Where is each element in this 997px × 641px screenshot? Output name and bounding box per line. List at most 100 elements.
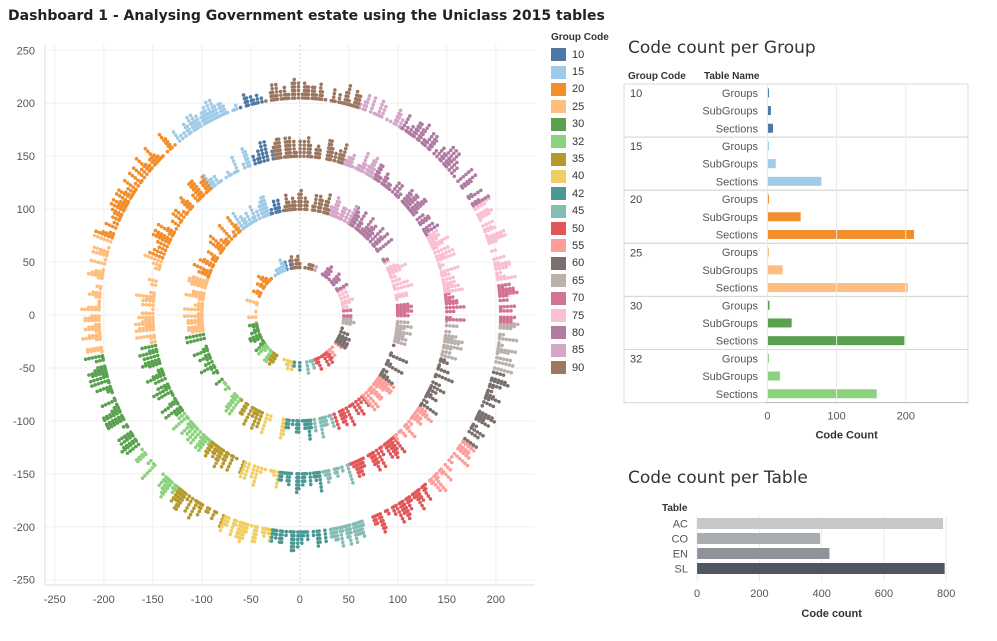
data-point (357, 397, 361, 402)
bar-sl[interactable] (697, 563, 945, 574)
bar-10-sections[interactable] (767, 123, 773, 133)
legend-item-70[interactable]: 70 (547, 289, 609, 306)
data-point (442, 358, 447, 362)
data-point (225, 170, 230, 175)
bar-20-subgroups[interactable] (767, 212, 801, 222)
data-point (381, 452, 386, 457)
data-point (268, 417, 272, 422)
bar-25-subgroups[interactable] (767, 265, 783, 275)
bar-30-sections[interactable] (767, 336, 905, 346)
data-point (426, 214, 430, 219)
data-point (151, 327, 156, 332)
data-point (414, 193, 419, 198)
data-point (405, 194, 409, 198)
radial-scatter-chart[interactable]: -250 -200 -150 -100 -50 0 50 100 150 200250200150… (0, 30, 545, 630)
data-point (185, 340, 190, 345)
data-point (203, 453, 208, 458)
legend-item-45[interactable]: 45 (547, 203, 609, 220)
legend-item-32[interactable]: 32 (547, 133, 609, 150)
data-point (93, 318, 98, 323)
data-point (295, 254, 300, 259)
legend-item-90[interactable]: 90 (547, 359, 609, 376)
data-point (404, 331, 409, 336)
bar-30-subgroups[interactable] (767, 318, 792, 328)
data-point (497, 360, 502, 365)
bar-15-subgroups[interactable] (767, 159, 776, 169)
legend-item-60[interactable]: 60 (547, 255, 609, 272)
bar-25-groups[interactable] (767, 247, 769, 257)
data-point (279, 474, 284, 479)
data-point (195, 512, 200, 517)
data-point (120, 449, 125, 454)
bar-10-groups[interactable] (767, 88, 769, 98)
data-point (372, 159, 376, 163)
data-point (97, 354, 101, 359)
legend-item-25[interactable]: 25 (547, 98, 609, 115)
data-point (325, 157, 329, 161)
legend-item-15[interactable]: 15 (547, 63, 609, 80)
legend-item-75[interactable]: 75 (547, 307, 609, 324)
bar-20-groups[interactable] (767, 194, 769, 204)
data-point (455, 346, 460, 351)
data-point (512, 315, 517, 320)
data-point (165, 149, 170, 154)
legend-item-30[interactable]: 30 (547, 116, 609, 133)
data-point (259, 349, 264, 354)
legend-item-20[interactable]: 20 (547, 81, 609, 98)
data-point (188, 122, 193, 126)
bar-en[interactable] (697, 548, 830, 559)
data-point (262, 530, 267, 535)
bar-10-subgroups[interactable] (767, 106, 771, 116)
data-point (302, 143, 307, 147)
data-point (184, 292, 189, 297)
legend-item-10[interactable]: 10 (547, 46, 609, 63)
data-point (298, 146, 302, 151)
data-point (185, 432, 190, 436)
legend-item-65[interactable]: 65 (547, 272, 609, 289)
data-point (153, 339, 157, 344)
bar-20-sections[interactable] (767, 229, 915, 239)
data-point (193, 445, 198, 450)
data-point (364, 391, 369, 395)
bar-32-sections[interactable] (767, 389, 877, 399)
bar-30-groups[interactable] (767, 300, 770, 310)
bar-25-sections[interactable] (767, 283, 908, 293)
bar-32-subgroups[interactable] (767, 371, 780, 381)
data-point (224, 523, 229, 527)
bar-co[interactable] (697, 533, 821, 544)
data-point (304, 471, 309, 476)
legend-item-85[interactable]: 85 (547, 342, 609, 359)
legend-item-35[interactable]: 35 (547, 150, 609, 167)
data-point (105, 416, 110, 421)
data-point (397, 277, 402, 281)
data-point (252, 539, 257, 544)
data-point (265, 345, 270, 350)
legend-item-42[interactable]: 42 (547, 185, 609, 202)
data-point (327, 146, 331, 150)
data-point (362, 162, 366, 166)
bar-ac[interactable] (697, 518, 944, 529)
bar-15-sections[interactable] (767, 176, 822, 186)
legend-item-50[interactable]: 50 (547, 220, 609, 237)
data-point (190, 281, 194, 286)
data-point (178, 220, 183, 224)
data-point (198, 430, 203, 434)
data-point (399, 320, 403, 324)
data-point (152, 247, 157, 252)
bar-15-groups[interactable] (767, 141, 769, 151)
legend-item-55[interactable]: 55 (547, 237, 609, 254)
data-point (296, 422, 301, 427)
bar-32-groups[interactable] (767, 353, 769, 363)
data-point (348, 538, 353, 543)
data-point (93, 355, 98, 360)
data-point (325, 153, 330, 158)
legend-item-40[interactable]: 40 (547, 168, 609, 185)
data-point (254, 309, 258, 314)
data-point (214, 178, 219, 182)
data-point (446, 378, 451, 382)
legend-item-80[interactable]: 80 (547, 324, 609, 341)
data-point (340, 529, 345, 533)
data-point (106, 426, 111, 431)
